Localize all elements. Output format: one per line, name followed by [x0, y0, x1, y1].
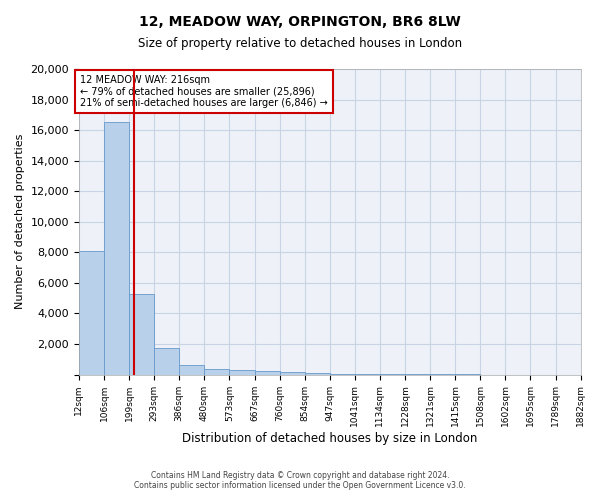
Text: Size of property relative to detached houses in London: Size of property relative to detached ho…: [138, 38, 462, 51]
Bar: [79, 251, 104, 374]
Bar: [280, 372, 305, 374]
Bar: [129, 294, 154, 374]
X-axis label: Distribution of detached houses by size in London: Distribution of detached houses by size …: [182, 432, 478, 445]
Text: 12 MEADOW WAY: 216sqm
← 79% of detached houses are smaller (25,896)
21% of semi-: 12 MEADOW WAY: 216sqm ← 79% of detached …: [80, 75, 328, 108]
Bar: [205, 369, 229, 374]
Bar: [305, 373, 330, 374]
Bar: [179, 364, 205, 374]
Bar: [229, 370, 254, 374]
Bar: [104, 122, 129, 374]
Text: 12, MEADOW WAY, ORPINGTON, BR6 8LW: 12, MEADOW WAY, ORPINGTON, BR6 8LW: [139, 15, 461, 29]
Y-axis label: Number of detached properties: Number of detached properties: [15, 134, 25, 310]
Bar: [254, 371, 280, 374]
Text: Contains HM Land Registry data © Crown copyright and database right 2024.
Contai: Contains HM Land Registry data © Crown c…: [134, 470, 466, 490]
Bar: [154, 348, 179, 374]
